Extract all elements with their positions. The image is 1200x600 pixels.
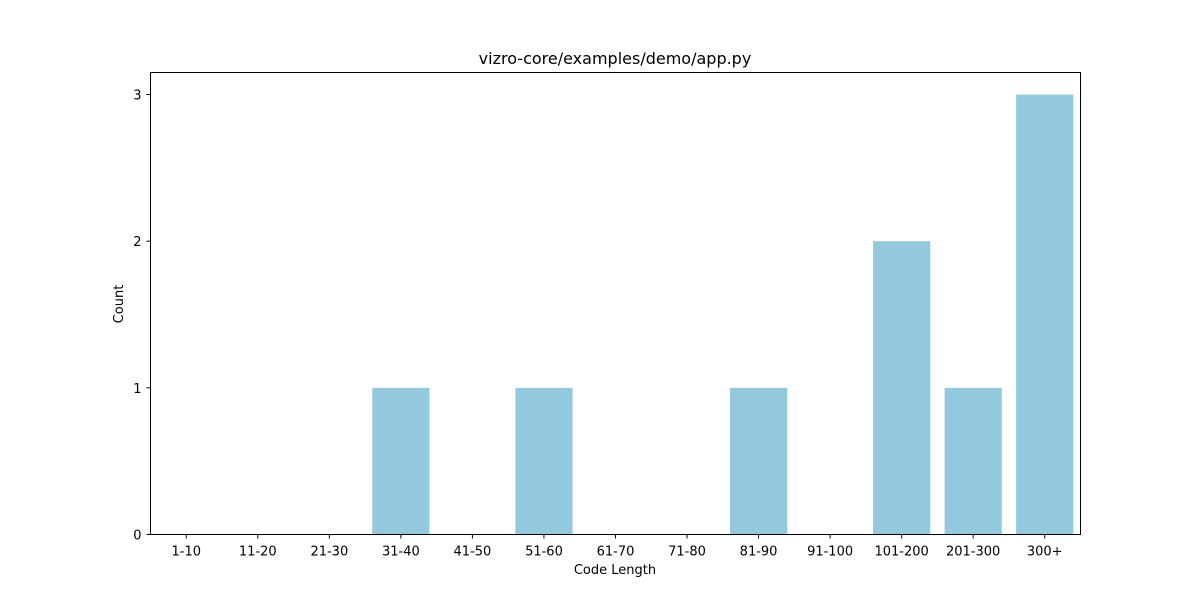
x-tick-label: 11-20 (239, 545, 277, 560)
bar-101-200 (873, 241, 931, 535)
y-tick-label: 3 (133, 89, 141, 104)
bar-51-60 (515, 387, 573, 535)
x-tick-label: 201-300 (946, 545, 1000, 560)
x-tick-label: 91-100 (807, 545, 853, 560)
x-tick-label: 300+ (1027, 545, 1063, 560)
bars-layer (372, 94, 1074, 535)
y-tick-label: 1 (133, 382, 141, 397)
x-tick-label: 51-60 (525, 545, 563, 560)
x-tick-label: 31-40 (382, 545, 420, 560)
bar-81-90 (729, 387, 788, 535)
x-tick-label: 41-50 (454, 545, 492, 560)
plot-frame (150, 72, 1081, 535)
x-tick-label: 71-80 (668, 545, 706, 560)
x-tick-label: 21-30 (310, 545, 348, 560)
bar-300+ (1016, 94, 1074, 535)
x-axis-title: Code Length (574, 563, 656, 578)
x-tick-label: 101-200 (874, 545, 928, 560)
bar-31-40 (372, 387, 430, 535)
y-axis-ticks: 0 1 2 3 (133, 89, 151, 544)
y-tick-label: 0 (133, 529, 141, 544)
x-axis-ticks: 1-10 11-20 21-30 31-40 41-50 51-60 61-70 71-80 8… (172, 534, 1063, 560)
x-tick-label: 81-90 (740, 545, 778, 560)
bar-201-300 (944, 387, 1002, 535)
y-axis-title: Count (112, 285, 127, 324)
y-tick-label: 2 (133, 235, 141, 250)
x-tick-label: 1-10 (172, 545, 202, 560)
x-tick-label: 61-70 (597, 545, 635, 560)
chart-title: vizro-core/examples/demo/app.py (479, 49, 752, 68)
